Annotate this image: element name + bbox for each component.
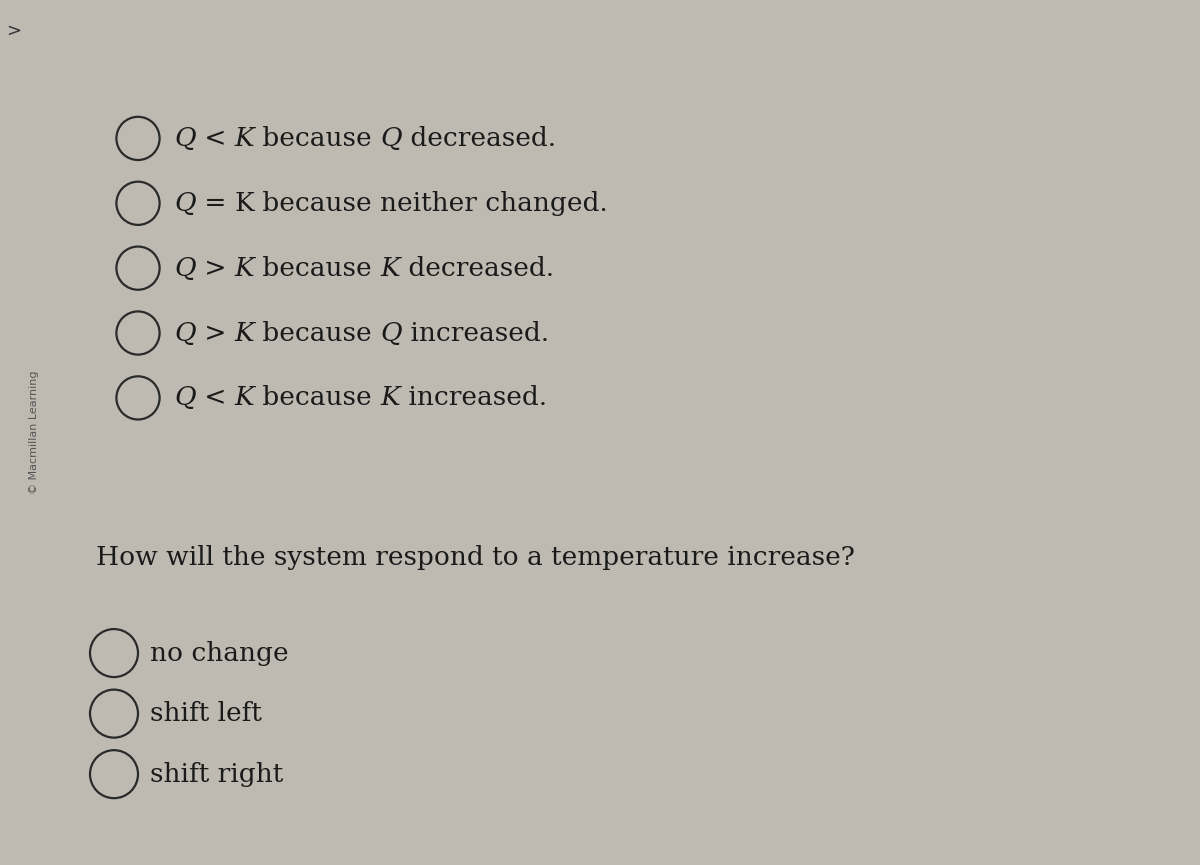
Text: >: >: [196, 321, 234, 345]
Text: K: K: [234, 126, 254, 151]
Text: © Macmillan Learning: © Macmillan Learning: [29, 371, 38, 494]
Text: K: K: [234, 256, 254, 280]
Text: shift right: shift right: [150, 762, 283, 786]
Text: Q: Q: [174, 386, 196, 410]
Text: Q: Q: [380, 321, 402, 345]
Text: K: K: [234, 191, 254, 215]
Text: decreased.: decreased.: [400, 256, 554, 280]
Text: K: K: [380, 386, 400, 410]
Text: Q: Q: [174, 191, 196, 215]
Text: Q: Q: [380, 126, 402, 151]
Text: >: >: [196, 256, 234, 280]
Text: because: because: [254, 256, 380, 280]
Text: because neither changed.: because neither changed.: [254, 191, 608, 215]
Text: How will the system respond to a temperature increase?: How will the system respond to a tempera…: [96, 546, 854, 570]
Text: >: >: [6, 22, 22, 40]
Text: K: K: [234, 386, 254, 410]
Text: =: =: [196, 191, 234, 215]
Text: Q: Q: [174, 321, 196, 345]
Text: shift left: shift left: [150, 702, 262, 726]
Text: because: because: [254, 126, 380, 151]
Text: no change: no change: [150, 641, 289, 665]
Text: increased.: increased.: [400, 386, 547, 410]
Text: increased.: increased.: [402, 321, 548, 345]
Text: because: because: [254, 386, 380, 410]
Text: because: because: [254, 321, 380, 345]
Text: K: K: [234, 321, 254, 345]
Text: Q: Q: [174, 256, 196, 280]
Text: <: <: [196, 386, 234, 410]
Text: K: K: [380, 256, 400, 280]
Text: Q: Q: [174, 126, 196, 151]
Text: <: <: [196, 126, 234, 151]
Text: decreased.: decreased.: [402, 126, 556, 151]
